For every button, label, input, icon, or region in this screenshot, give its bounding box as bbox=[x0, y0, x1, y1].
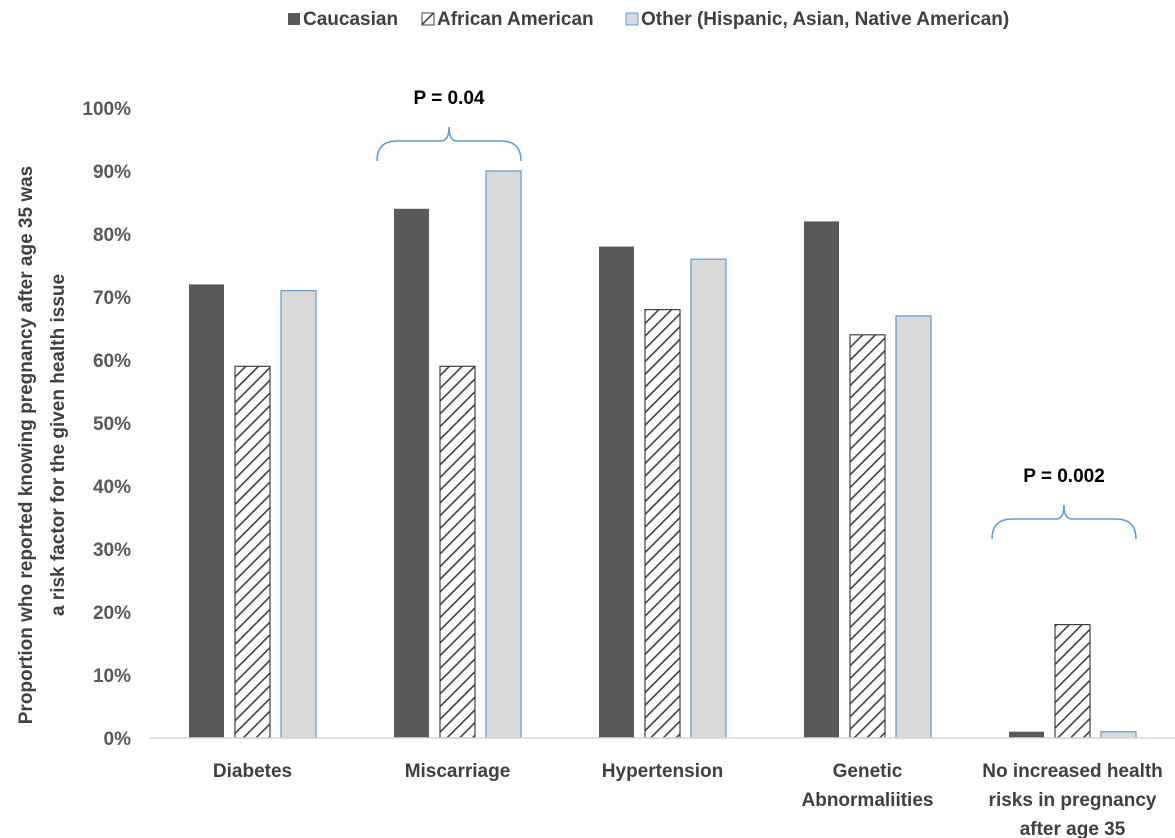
bar-1-0 bbox=[234, 365, 271, 739]
significance-bracket bbox=[376, 126, 522, 162]
y-axis-label-line: Proportion who reported knowing pregnanc… bbox=[16, 166, 37, 725]
y-axis-ticks: 0% 10% 20% 30% 40% 50% 60% 70% 80% 90% 100% bbox=[82, 99, 131, 750]
bar-2-3 bbox=[895, 315, 932, 739]
significance-bracket bbox=[991, 504, 1137, 540]
x-category-label: Abnormaliities bbox=[802, 790, 934, 811]
bar-1-2 bbox=[644, 309, 681, 739]
legend-swatch bbox=[625, 12, 639, 26]
bar-0-1 bbox=[394, 208, 429, 739]
bar-2-4 bbox=[1100, 731, 1137, 739]
legend-label: Caucasian bbox=[303, 9, 398, 30]
legend: Caucasian African American Other (Hispanic… bbox=[288, 9, 1009, 30]
y-axis-label: Proportion who reported knowing pregnanc… bbox=[16, 166, 69, 725]
y-tick-label: 100% bbox=[82, 99, 131, 120]
bar-2-2 bbox=[690, 258, 727, 739]
legend-swatch bbox=[288, 13, 300, 25]
x-category-label: Genetic bbox=[833, 761, 903, 782]
y-tick-label: 80% bbox=[93, 225, 131, 246]
p-value-label: P = 0.002 bbox=[1023, 466, 1105, 487]
bar-1-1 bbox=[439, 365, 476, 739]
y-axis-label-line: a risk factor for the given health issue bbox=[48, 274, 69, 616]
bars bbox=[189, 170, 1137, 739]
x-category-label: after age 35 bbox=[1020, 819, 1126, 838]
y-tick-label: 70% bbox=[93, 288, 131, 309]
x-category-label: Diabetes bbox=[213, 761, 292, 782]
x-category-label: Miscarriage bbox=[405, 761, 511, 782]
bar-0-3 bbox=[804, 221, 839, 738]
x-category-label: Hypertension bbox=[602, 761, 723, 782]
x-category-label: risks in pregnancy bbox=[989, 790, 1157, 811]
bar-1-4 bbox=[1054, 623, 1091, 739]
bar-0-0 bbox=[189, 284, 224, 738]
p-value-label: P = 0.04 bbox=[414, 88, 485, 109]
y-tick-label: 10% bbox=[93, 666, 131, 687]
y-tick-label: 20% bbox=[93, 603, 131, 624]
bar-0-2 bbox=[599, 246, 634, 738]
bar-2-1 bbox=[485, 170, 522, 739]
y-tick-label: 40% bbox=[93, 477, 131, 498]
legend-swatch bbox=[421, 12, 435, 26]
y-tick-label: 0% bbox=[104, 729, 132, 750]
legend-label: Other (Hispanic, Asian, Native American) bbox=[641, 9, 1009, 30]
annotations: P = 0.04 P = 0.002 bbox=[376, 88, 1137, 540]
y-tick-label: 60% bbox=[93, 351, 131, 372]
bar-2-0 bbox=[280, 290, 317, 739]
y-tick-label: 30% bbox=[93, 540, 131, 561]
bar-1-3 bbox=[849, 334, 886, 739]
bar-0-4 bbox=[1009, 731, 1044, 738]
x-axis-categories: Diabetes Miscarriage Hypertension Genetic Ab… bbox=[213, 761, 1163, 838]
x-category-label: No increased health bbox=[982, 761, 1163, 782]
y-tick-label: 90% bbox=[93, 162, 131, 183]
y-tick-label: 50% bbox=[93, 414, 131, 435]
legend-label: African American bbox=[437, 9, 594, 30]
